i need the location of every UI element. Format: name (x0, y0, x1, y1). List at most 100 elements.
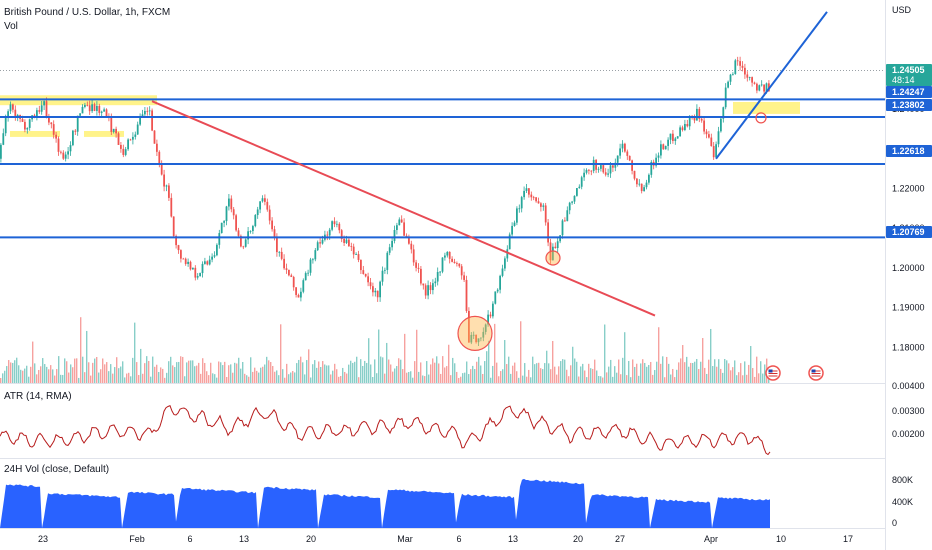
volume-bar (506, 364, 508, 383)
volume-bar (538, 362, 540, 383)
volume-bar (386, 342, 388, 383)
candle-body (290, 275, 293, 278)
us-flag-event-icon[interactable] (765, 365, 781, 381)
candle-body (703, 120, 705, 132)
candle-body (216, 244, 218, 256)
volume-bar (64, 358, 66, 383)
candle-body (727, 81, 729, 88)
volume-bar (498, 376, 500, 383)
volume-bar (574, 358, 576, 383)
volume-bar (620, 374, 622, 383)
candle-body (763, 84, 765, 92)
price-tick-label: 1.20000 (892, 263, 925, 273)
candle-body (381, 270, 384, 282)
candle-body (264, 198, 266, 202)
candle-body (434, 281, 437, 284)
candle-body (237, 230, 240, 236)
candle-body (372, 286, 374, 293)
volume-bar (224, 361, 226, 383)
atr-layer (0, 405, 771, 456)
time-tick-label: 13 (239, 534, 249, 544)
candle-body (376, 290, 379, 298)
candle-body (506, 249, 509, 259)
candle-body (261, 198, 264, 202)
candle-body (535, 197, 537, 202)
candle-body (52, 124, 55, 135)
volume-bar (722, 372, 724, 383)
volume-bar (700, 361, 702, 383)
volume-bar (470, 369, 472, 383)
time-axis[interactable]: 23 Feb 6 13 20 Mar 6 13 20 27 Apr 10 17 (38, 534, 853, 544)
volume-bar (166, 372, 168, 383)
volume-bar (120, 366, 122, 383)
volume-bar (414, 361, 416, 383)
volume-bar (482, 373, 484, 383)
volume-bar (374, 359, 376, 383)
candle-body (98, 105, 101, 113)
volume-bar (22, 370, 24, 383)
volume-bar (460, 376, 462, 383)
volume-bar (190, 360, 192, 383)
volume-bar (274, 371, 276, 383)
volume-bar (584, 370, 586, 383)
volume-bar (682, 345, 684, 383)
candle-body (513, 222, 516, 226)
volume-bar (614, 366, 616, 383)
volume-bar (112, 373, 114, 383)
us-flag-event-icon[interactable] (808, 365, 824, 381)
descending-trendline[interactable] (151, 100, 656, 317)
candle-body (650, 161, 653, 175)
candle-body (122, 148, 125, 155)
volume-bar (46, 366, 48, 383)
volume-bar (708, 359, 710, 383)
candle-body (573, 195, 576, 202)
volume-bar (362, 365, 364, 383)
candle-body (62, 152, 65, 159)
volume-bar (540, 368, 542, 383)
candle-body (304, 273, 307, 281)
candle-body (492, 303, 494, 317)
candle-body (532, 197, 535, 199)
candle-body (206, 261, 209, 265)
candle-body (554, 246, 557, 249)
volume-bar (196, 365, 198, 383)
candle-body (57, 138, 60, 152)
volume-bar (570, 365, 572, 383)
volume-bar (388, 359, 390, 383)
candle-body (112, 128, 115, 132)
volume-bar (616, 372, 618, 383)
ascending-trendline[interactable] (715, 11, 828, 160)
volume-bar (284, 377, 286, 383)
volume-bar (376, 373, 378, 383)
candle-body (530, 194, 533, 198)
volume-bar (408, 372, 410, 383)
volume-bar (226, 377, 228, 383)
candle-body (302, 280, 305, 292)
candle-body (312, 259, 314, 261)
candle-body (278, 251, 281, 253)
volume-bar (352, 362, 354, 383)
candle-body (266, 201, 269, 210)
volume-bar (466, 361, 468, 383)
volume-bar (320, 367, 322, 383)
countdown-label: 48:14 (892, 75, 915, 85)
volume-bar (72, 367, 74, 383)
volume-bar (518, 377, 520, 383)
volume-bar (364, 360, 366, 383)
volume-bar (56, 369, 58, 383)
candle-body (336, 223, 338, 225)
volume-bar (94, 358, 96, 383)
volume-bar (652, 374, 654, 383)
volume-bar (758, 373, 760, 383)
candle-body (631, 160, 633, 171)
volume-bar (338, 376, 340, 383)
chart-title: British Pound / U.S. Dollar, 1h, FXCM (4, 7, 170, 18)
volume-bar (666, 356, 668, 383)
candle-body (732, 73, 734, 75)
candle-body (756, 83, 758, 91)
volume-bar (188, 360, 190, 383)
volume-bar (32, 341, 34, 383)
candle-body (45, 101, 48, 117)
volume-bar (306, 360, 308, 383)
